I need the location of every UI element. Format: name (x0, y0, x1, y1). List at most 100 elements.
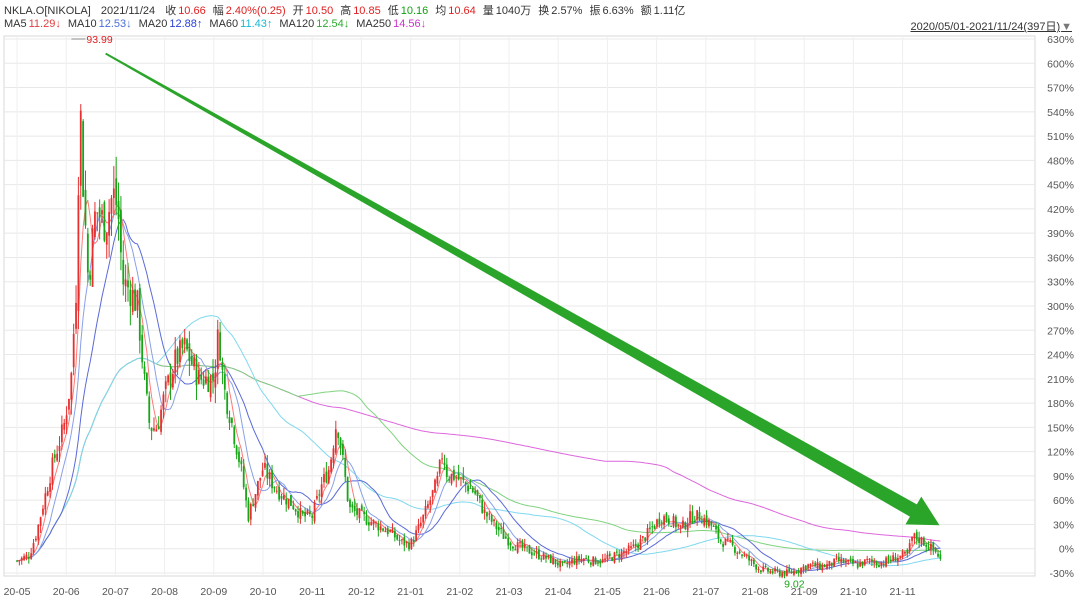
candle-body (372, 520, 375, 525)
candle-body (575, 556, 578, 566)
y-tick-label: 270% (1047, 325, 1074, 337)
candle-body (613, 552, 616, 563)
candle-body (674, 516, 677, 528)
candle-body (804, 565, 807, 571)
candle-body (396, 535, 399, 540)
candle-body (785, 569, 788, 576)
candle-body (559, 560, 562, 568)
candle-body (682, 520, 684, 528)
candle-body (821, 564, 824, 571)
candle-body (169, 372, 172, 386)
candle-body (417, 524, 420, 531)
candle-body (656, 519, 658, 527)
candle-body (195, 359, 198, 386)
candle-body (665, 513, 668, 521)
ma-value: 12.53↓ (98, 18, 132, 30)
candle-body (514, 549, 517, 551)
candle-body (875, 561, 878, 566)
date-range-selector[interactable]: 2020/05/01-2021/11/24(397日)▼ (910, 18, 1072, 34)
candle-body (280, 496, 283, 499)
y-tick-label: 150% (1047, 422, 1074, 434)
candle-body (403, 537, 406, 546)
candle-body (752, 559, 755, 565)
candle-body (292, 505, 295, 510)
ma20-line (16, 219, 941, 572)
ma-legend-item: MA5 11.29↓ (4, 18, 61, 30)
candle-body (98, 207, 101, 218)
candle-body (122, 259, 125, 285)
ma-label: MA250 (356, 18, 392, 30)
candle-body (726, 538, 729, 540)
candle-body (164, 381, 167, 389)
candle-body (221, 362, 224, 370)
candle-body (913, 533, 916, 539)
candle-body (863, 559, 866, 565)
candle-body (129, 289, 132, 306)
candle-body (53, 454, 56, 458)
candle-body (323, 474, 325, 483)
candle-body (896, 558, 899, 562)
candle-body (500, 528, 503, 530)
candle-body (623, 551, 625, 553)
candle-body (375, 522, 377, 524)
candle-body (202, 379, 205, 386)
ma-value: 11.29↓ (28, 18, 61, 30)
candle-body (117, 200, 120, 220)
candle-body (809, 563, 812, 567)
candle-body (571, 559, 573, 564)
candle-body (30, 553, 33, 559)
candle-body (644, 537, 647, 541)
candle-body (37, 525, 40, 540)
candle-body (145, 373, 148, 394)
candle-body (795, 572, 798, 574)
kline-chart[interactable]: 630% 600% 570% 540% 510% 480% 450% 420% 390% 360%… (0, 34, 1080, 602)
candle-body (431, 490, 434, 498)
y-tick-label: 540% (1047, 107, 1074, 119)
candle-body (722, 544, 725, 547)
candle-body (327, 469, 330, 483)
candle-body (360, 505, 363, 511)
candle-body (384, 530, 387, 533)
candle-body (160, 409, 162, 432)
quote-field: 开 10.50 (293, 5, 334, 17)
candle-body (275, 490, 278, 492)
candle-body (554, 559, 557, 564)
candle-body (793, 570, 795, 575)
candle-body (741, 554, 743, 556)
candle-body (320, 484, 323, 498)
candle-body (405, 541, 408, 544)
candle-body (738, 551, 741, 554)
x-tick-label: 21-03 (496, 586, 523, 598)
candle-body (587, 559, 590, 562)
candle-body (131, 289, 134, 312)
candle-body (27, 557, 30, 559)
candle-body (845, 560, 847, 563)
candle-body (247, 500, 250, 521)
candle-body (833, 558, 836, 567)
candle-body (197, 370, 200, 384)
candle-body (927, 546, 930, 551)
candle-body (438, 460, 441, 474)
candle-body (266, 463, 269, 479)
candle-body (556, 562, 559, 566)
candle-body (771, 571, 774, 574)
candle-body (157, 426, 160, 430)
y-tick-label: 300% (1047, 301, 1074, 313)
candle-body (223, 374, 226, 390)
candle-body (776, 569, 779, 571)
candle-body (457, 473, 460, 480)
candle-body (415, 530, 418, 541)
peak-price-label: 93.99 (86, 34, 112, 46)
candle-body (816, 562, 819, 569)
candle-body (563, 561, 566, 563)
candle-body (448, 479, 451, 481)
candle-body (521, 540, 524, 548)
y-tick-label: 420% (1047, 204, 1074, 216)
quote-field-label: 振 (589, 5, 601, 17)
x-tick-label: 20-06 (53, 586, 80, 598)
candle-body (578, 556, 580, 561)
x-tick-label: 21-02 (446, 586, 473, 598)
candle-body (512, 546, 514, 549)
candle-body (594, 558, 597, 565)
candle-body (271, 470, 273, 489)
